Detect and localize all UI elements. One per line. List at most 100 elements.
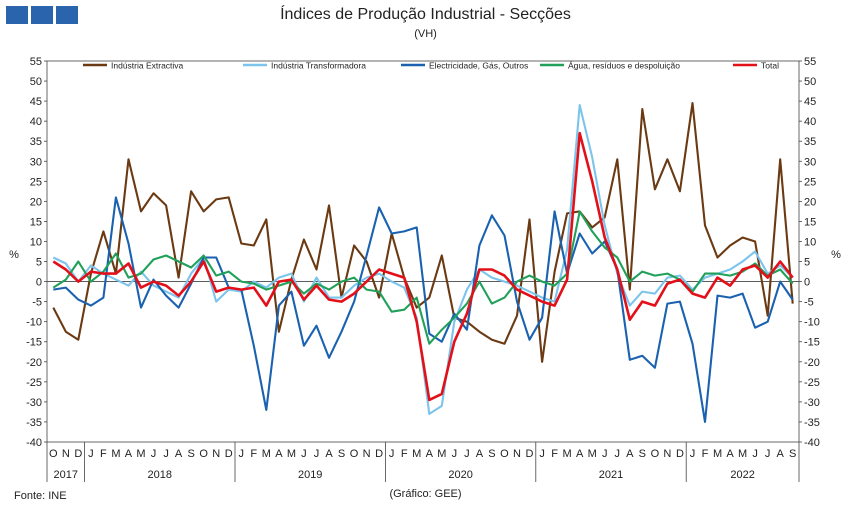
y-tick-label: 45 — [804, 96, 816, 108]
x-tick-label: J — [151, 448, 157, 460]
x-tick-label: N — [62, 448, 70, 460]
x-tick-label: A — [626, 448, 634, 460]
x-tick-label: M — [412, 448, 421, 460]
y-tick-label: 40 — [804, 116, 816, 128]
plot-border — [46, 60, 800, 443]
legend-label: Total — [761, 61, 779, 71]
x-tick-label: O — [199, 448, 208, 460]
legend-label: Indústria Transformadora — [271, 61, 366, 71]
y-tick-label: 25 — [804, 176, 816, 188]
y-tick-label: 55 — [30, 56, 42, 68]
x-tick-label: F — [401, 448, 408, 460]
y-tick-label: 20 — [30, 196, 42, 208]
x-tick-label: A — [275, 448, 283, 460]
y-tick-label: -30 — [804, 397, 820, 409]
series-line — [53, 196, 794, 423]
y-tick-label: 30 — [804, 156, 816, 168]
x-tick-label: S — [488, 448, 495, 460]
x-tick-label: J — [615, 448, 621, 460]
x-tick-label: J — [88, 448, 94, 460]
y-tick-label: -20 — [26, 357, 42, 369]
x-tick-label: A — [476, 448, 484, 460]
x-tick-label: M — [563, 448, 572, 460]
y-tick-label: 35 — [30, 136, 42, 148]
x-tick-label: O — [651, 448, 660, 460]
legend-label: Electricidade, Gás, Outros — [429, 61, 528, 71]
year-label: 2020 — [448, 469, 472, 481]
y-tick-label: -5 — [32, 297, 42, 309]
x-tick-label: M — [738, 448, 747, 460]
x-tick-label: D — [225, 448, 233, 460]
y-tick-label: -30 — [26, 397, 42, 409]
x-tick-label: F — [551, 448, 558, 460]
x-tick-label: J — [464, 448, 470, 460]
x-tick-label: J — [239, 448, 245, 460]
y-tick-label: 20 — [804, 196, 816, 208]
y-tick-label: -10 — [26, 317, 42, 329]
logo-block — [56, 6, 78, 24]
x-tick-label: F — [100, 448, 107, 460]
x-tick-label: J — [314, 448, 320, 460]
year-label: 2019 — [298, 469, 322, 481]
year-label: 2022 — [730, 469, 754, 481]
x-tick-label: O — [350, 448, 359, 460]
y-tick-label: -20 — [804, 357, 820, 369]
y-tick-label: 5 — [804, 257, 810, 269]
x-tick-label: N — [363, 448, 371, 460]
series-line — [52, 102, 794, 363]
x-tick-label: M — [136, 448, 145, 460]
x-tick-label: J — [765, 448, 771, 460]
x-tick-label: M — [588, 448, 597, 460]
y-tick-label: 15 — [804, 216, 816, 228]
x-tick-label: S — [789, 448, 796, 460]
y-tick-label: 0 — [804, 277, 810, 289]
gee-logo-icon — [6, 6, 78, 24]
y-tick-label: 0 — [36, 277, 42, 289]
legend-label: Indústria Extractiva — [111, 61, 184, 71]
x-tick-label: D — [74, 448, 82, 460]
y-tick-label: 30 — [30, 156, 42, 168]
credit-note: (Gráfico: GEE) — [389, 488, 462, 500]
y-tick-label: -5 — [804, 297, 814, 309]
x-tick-label: J — [602, 448, 608, 460]
y-tick-label: 55 — [804, 56, 816, 68]
x-tick-label: J — [539, 448, 545, 460]
x-tick-label: M — [111, 448, 120, 460]
y-tick-label: 50 — [30, 76, 42, 88]
y-axis-left: -40 -35 -30 -25 -20 -15 -10 -5 0 5 10 15 20 25 30 35 40 4… — [26, 56, 47, 449]
y-tick-label: 50 — [804, 76, 816, 88]
y-axis-label-right: % — [831, 249, 841, 261]
x-tick-label: F — [250, 448, 257, 460]
y-tick-label: -40 — [804, 437, 820, 449]
series-line — [52, 131, 794, 402]
legend: Indústria Extractiva Indústria Transforma… — [83, 61, 779, 71]
year-label: 2021 — [599, 469, 623, 481]
x-tick-label: S — [338, 448, 345, 460]
x-tick-label: M — [287, 448, 296, 460]
x-tick-label: A — [576, 448, 584, 460]
chart-subtitle: (VH) — [414, 28, 437, 40]
x-tick-label: S — [639, 448, 646, 460]
logo-block — [31, 6, 53, 24]
y-tick-label: -25 — [804, 377, 820, 389]
x-tick-label: J — [752, 448, 758, 460]
x-tick-label: D — [375, 448, 383, 460]
chart-title: Índices de Produção Industrial - Secções — [280, 6, 571, 23]
x-tick-label: A — [777, 448, 785, 460]
x-tick-label: M — [713, 448, 722, 460]
year-label: 2017 — [54, 469, 78, 481]
legend-label: Água, resíduos e despoluição — [568, 61, 680, 71]
x-tick-label: O — [500, 448, 509, 460]
year-label: 2018 — [148, 469, 172, 481]
y-axis-right: -40 -35 -30 -25 -20 -15 -10 -5 0 5 10 15 20 25 30 35 40 4… — [799, 56, 820, 449]
y-axis-label-left: % — [9, 249, 19, 261]
x-tick-label: M — [437, 448, 446, 460]
plot-frame — [46, 60, 800, 443]
x-tick-label: M — [262, 448, 271, 460]
series-lines — [52, 102, 794, 423]
y-tick-label: 45 — [30, 96, 42, 108]
x-tick-label: F — [702, 448, 709, 460]
x-tick-label: N — [212, 448, 220, 460]
source-note: Fonte: INE — [14, 490, 67, 502]
